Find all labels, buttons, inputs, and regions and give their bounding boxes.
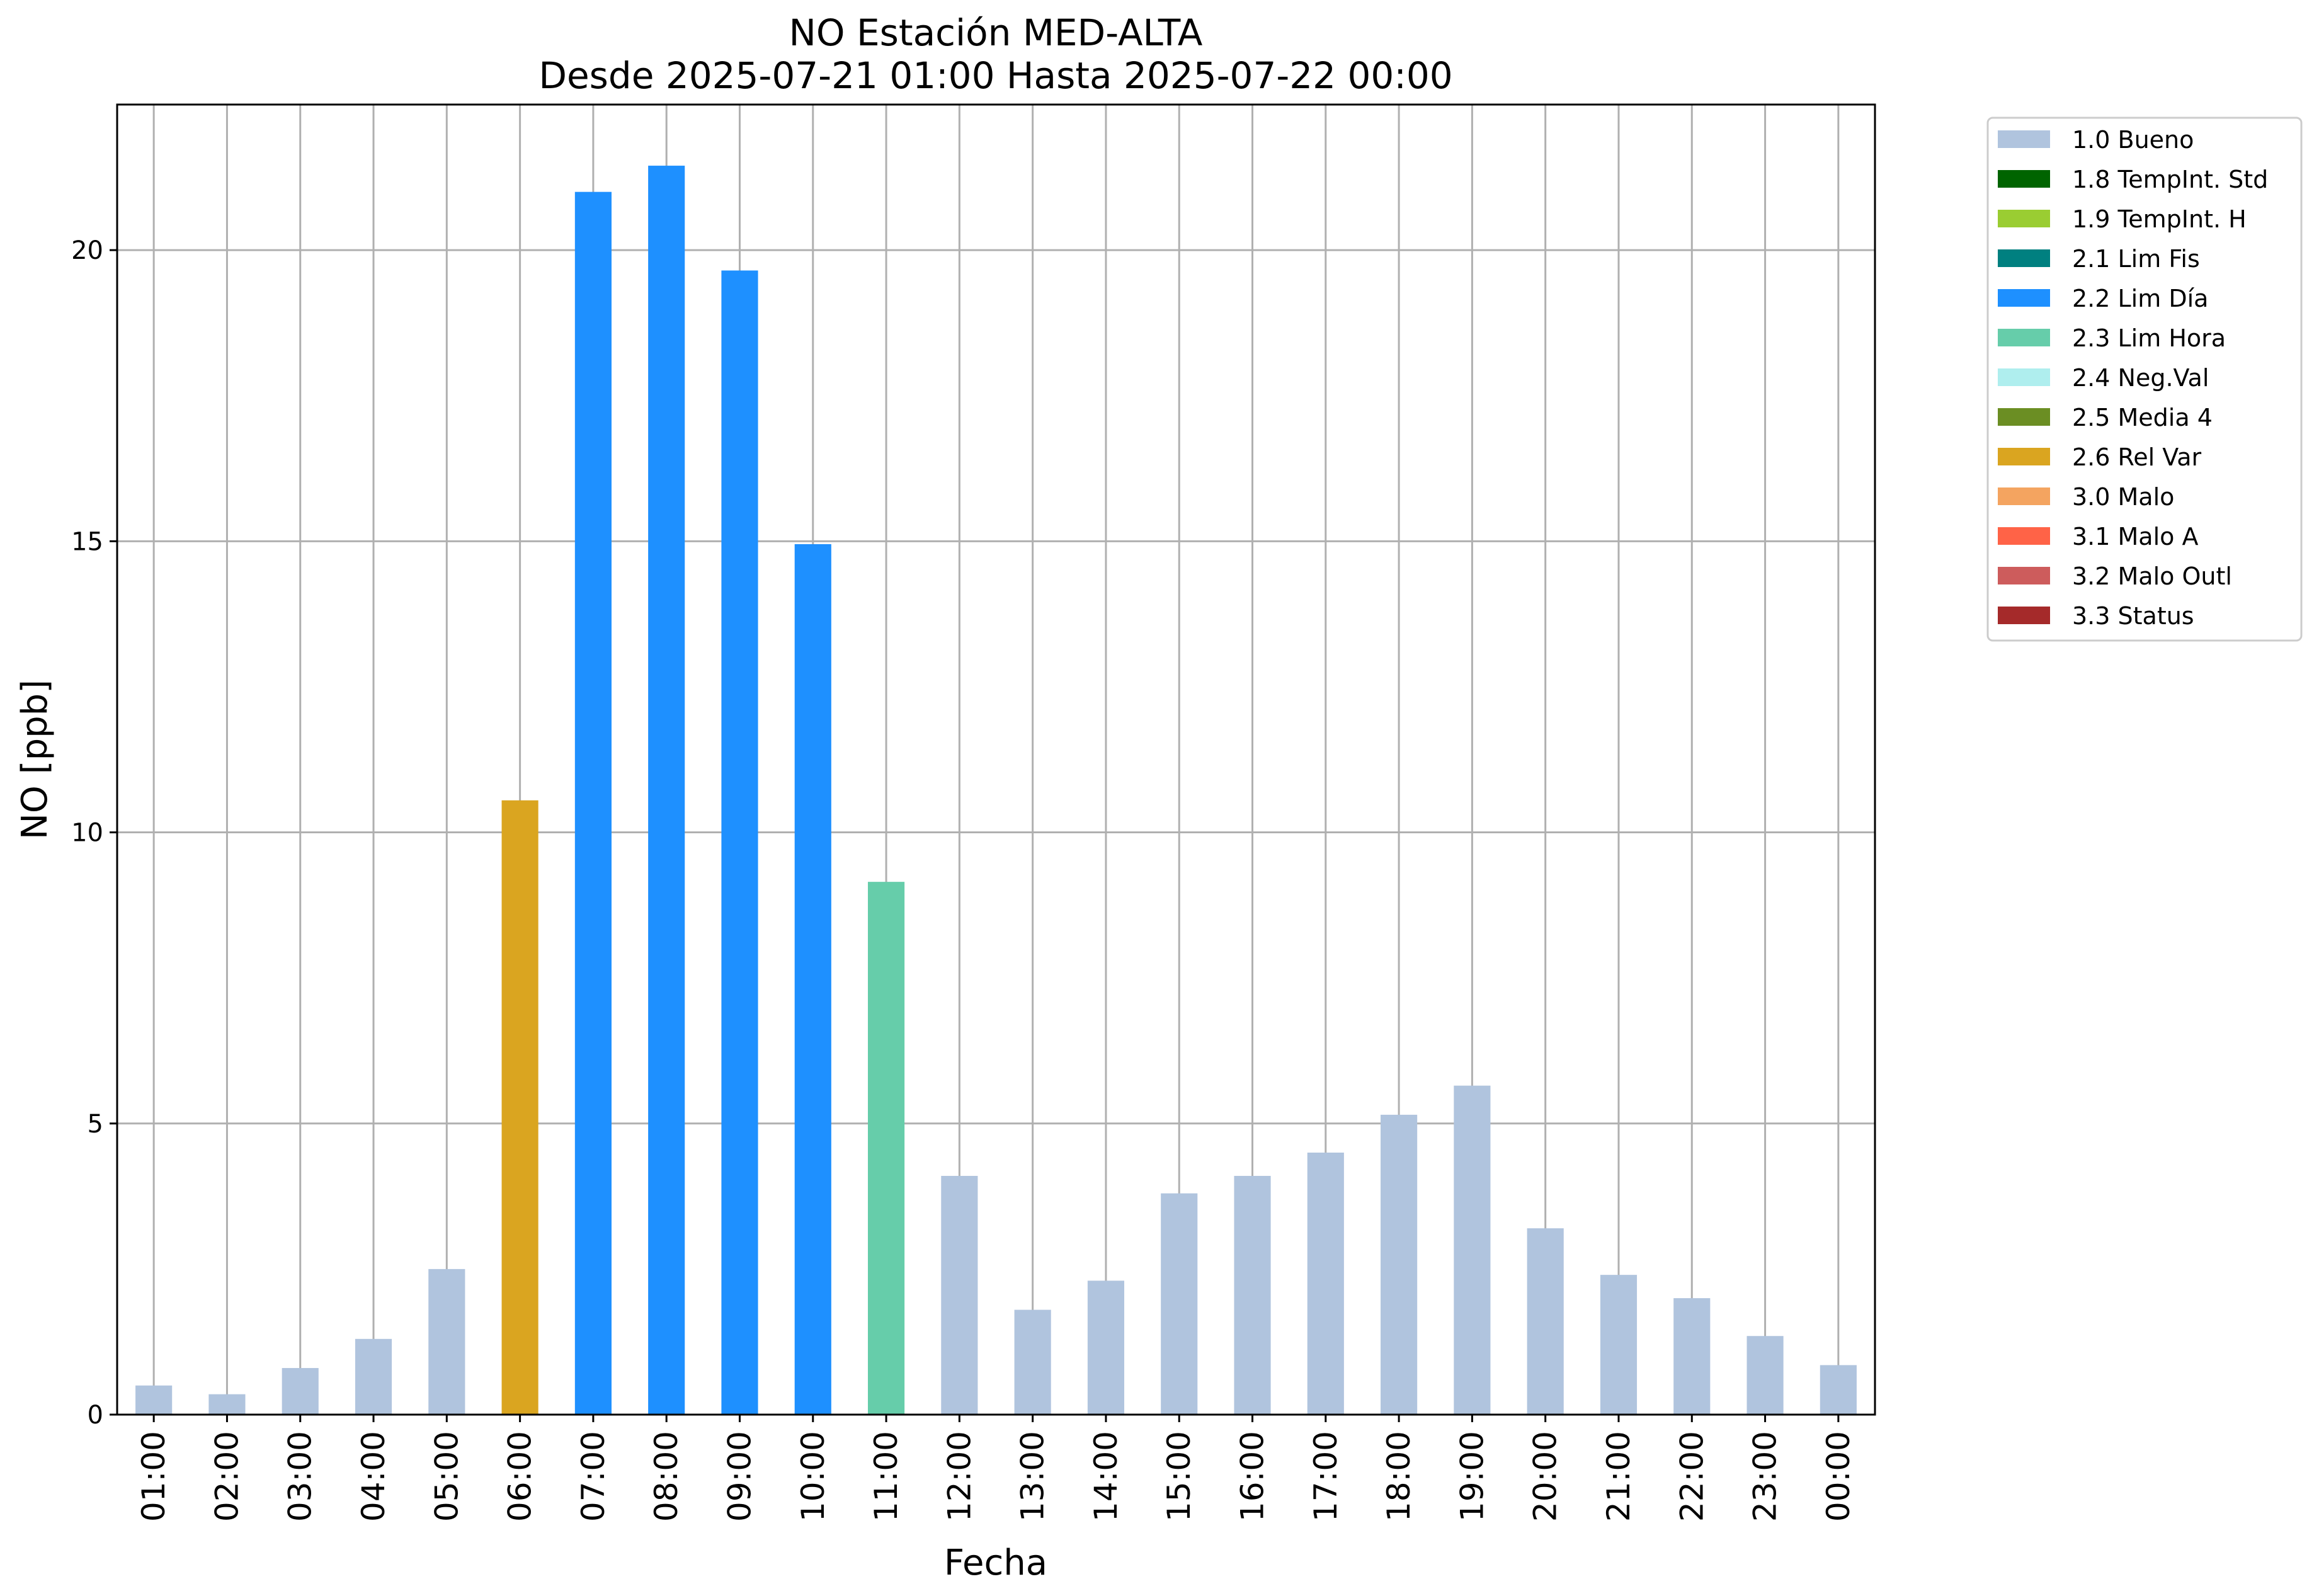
y-tick-label: 0	[88, 1401, 103, 1430]
bar-19:00	[1454, 1085, 1491, 1415]
bar-12:00	[941, 1175, 978, 1415]
bar-16:00	[1234, 1175, 1271, 1415]
bar-08:00	[648, 166, 685, 1415]
bar-09:00	[721, 270, 758, 1415]
x-tick-label: 00:00	[1820, 1431, 1857, 1522]
legend-swatch	[1998, 329, 2050, 346]
bar-13:00	[1014, 1309, 1051, 1415]
legend-swatch	[1998, 408, 2050, 426]
x-axis-label: Fecha	[944, 1542, 1047, 1583]
chart-subtitle: Desde 2025-07-21 01:00 Hasta 2025-07-22 …	[538, 54, 1452, 97]
y-tick-label: 15	[71, 527, 103, 556]
bar-07:00	[574, 191, 612, 1415]
bar-03:00	[282, 1368, 319, 1415]
legend-swatch	[1998, 527, 2050, 545]
legend-entry-label: 1.0 Bueno	[2072, 126, 2194, 154]
legend-swatch	[1998, 607, 2050, 624]
legend-swatch	[1998, 567, 2050, 584]
legend: 1.0 Bueno 1.8 TempInt. Std 1.9 TempInt. H 2…	[1986, 117, 2303, 642]
x-tick-label: 21:00	[1600, 1431, 1637, 1522]
bar-02:00	[208, 1394, 246, 1415]
legend-swatch	[1998, 130, 2050, 148]
bar-11:00	[867, 882, 905, 1415]
legend-entry-label: 2.4 Neg.Val	[2072, 364, 2209, 392]
x-tick-label: 01:00	[135, 1431, 172, 1522]
y-tick-label: 20	[71, 236, 103, 265]
legend-swatch	[1998, 170, 2050, 188]
x-tick-label: 13:00	[1015, 1431, 1051, 1522]
x-tick-label: 02:00	[208, 1431, 245, 1522]
legend-entry-label: 1.8 TempInt. Std	[2072, 166, 2268, 193]
legend-swatch	[1998, 249, 2050, 267]
plot-frame	[116, 103, 1876, 1416]
legend-swatch	[1998, 448, 2050, 465]
bar-06:00	[501, 800, 538, 1415]
bar-15:00	[1161, 1193, 1198, 1415]
y-tick-label: 5	[88, 1110, 103, 1139]
legend-entry-label: 3.1 Malo A	[2072, 523, 2198, 550]
x-tick-label: 06:00	[502, 1431, 538, 1522]
bar-23:00	[1746, 1336, 1784, 1415]
legend-entry-label: 2.6 Rel Var	[2072, 443, 2202, 471]
bars	[135, 166, 1857, 1415]
x-tick-label: 17:00	[1308, 1431, 1344, 1522]
bar-00:00	[1820, 1365, 1857, 1415]
x-tick-label: 12:00	[941, 1431, 977, 1522]
legend-entry-label: 1.9 TempInt. H	[2072, 205, 2247, 233]
legend-entry-label: 2.5 Media 4	[2072, 404, 2213, 431]
legend-entry-label: 2.3 Lim Hora	[2072, 324, 2226, 352]
legend-entry-label: 2.2 Lim Día	[2072, 285, 2208, 312]
legend-entry-label: 3.0 Malo	[2072, 483, 2174, 511]
axes: 0 5 10 15 20 01:00 02:00 03:00 04:00 05:00 06:00 07…	[71, 103, 1876, 1522]
y-tick-label: 10	[71, 819, 103, 848]
x-tick-label: 18:00	[1381, 1431, 1417, 1522]
bar-01:00	[135, 1385, 173, 1415]
x-tick-label: 11:00	[868, 1431, 904, 1522]
x-tick-label: 05:00	[428, 1431, 465, 1522]
x-tick-label: 23:00	[1747, 1431, 1784, 1522]
legend-box	[1986, 117, 2303, 642]
bar-14:00	[1087, 1280, 1125, 1415]
bar-18:00	[1381, 1114, 1418, 1415]
bar-05:00	[428, 1268, 465, 1415]
bar-20:00	[1527, 1228, 1564, 1415]
legend-swatch	[1998, 289, 2050, 307]
x-tick-label: 16:00	[1234, 1431, 1271, 1522]
x-tick-label: 14:00	[1088, 1431, 1124, 1522]
legend-entry-label: 2.1 Lim Fis	[2072, 245, 2200, 273]
legend-entry-label: 3.3 Status	[2072, 602, 2194, 630]
x-tick-label: 03:00	[282, 1431, 319, 1522]
y-axis-label: NO [ppb]	[14, 680, 55, 840]
x-tick-label: 22:00	[1673, 1431, 1710, 1522]
x-tick-label: 08:00	[648, 1431, 685, 1522]
bar-17:00	[1307, 1153, 1344, 1415]
x-tick-label: 04:00	[355, 1431, 392, 1522]
bar-21:00	[1600, 1275, 1638, 1415]
legend-entry-label: 3.2 Malo Outl	[2072, 562, 2232, 590]
legend-swatch	[1998, 368, 2050, 386]
x-tick-label: 19:00	[1454, 1431, 1490, 1522]
bar-10:00	[794, 544, 831, 1415]
x-tick-label: 10:00	[795, 1431, 831, 1522]
x-tick-label: 20:00	[1527, 1431, 1564, 1522]
legend-swatch	[1998, 210, 2050, 227]
chart-title: NO Estación MED-ALTA	[789, 11, 1203, 54]
legend-swatch	[1998, 487, 2050, 505]
bar-04:00	[355, 1338, 392, 1415]
x-tick-label: 07:00	[575, 1431, 612, 1522]
bar-22:00	[1673, 1298, 1711, 1415]
x-tick-label: 09:00	[721, 1431, 758, 1522]
x-tick-label: 15:00	[1161, 1431, 1197, 1522]
